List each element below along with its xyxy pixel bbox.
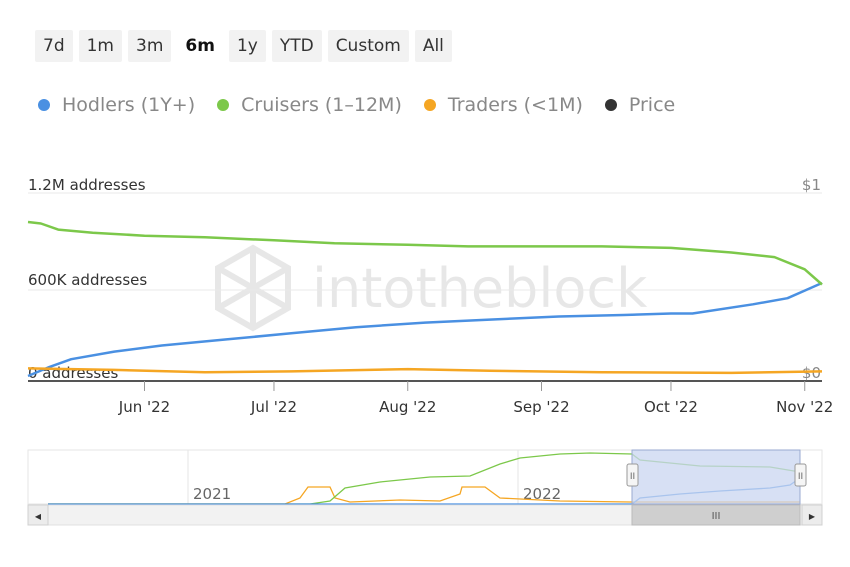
y-right-tick-label-top: $1 <box>802 176 821 194</box>
navigator-handle-right-glyph: II <box>798 472 803 482</box>
scrollbar: ◀ III ▶ <box>27 504 823 526</box>
y-right-tick-label-bottom: $0 <box>802 364 821 382</box>
legend-price[interactable]: Price <box>604 94 676 116</box>
watermark-logo-icon <box>215 244 291 332</box>
navigator-year-2021: 2021 <box>193 485 231 503</box>
y-tick-label-top: 1.2M addresses <box>28 176 146 194</box>
scroll-right-arrow-icon: ▶ <box>809 512 816 521</box>
legend-cruisers-label: Cruisers (1–12M) <box>241 94 402 116</box>
navigator-handle-left[interactable]: II <box>626 463 639 487</box>
legend-hodlers-label: Hodlers (1Y+) <box>62 94 196 116</box>
range-selector: 7d 1m 3m 6m 1y YTD Custom All <box>35 30 452 62</box>
legend-cruisers[interactable]: Cruisers (1–12M) <box>217 94 402 116</box>
navigator-handle-right[interactable]: II <box>794 463 807 487</box>
scrollbar-thumb[interactable] <box>631 504 801 526</box>
x-tick-label: Sep '22 <box>513 398 569 416</box>
range-ytd-button[interactable]: YTD <box>271 30 322 62</box>
navigator-year-2022: 2022 <box>523 485 561 503</box>
y-tick-label-bottom: 0 addresses <box>28 364 118 382</box>
watermark-text: intotheblock <box>312 257 648 320</box>
legend-hodlers-dot <box>38 99 50 111</box>
range-3m-button[interactable]: 3m <box>128 30 172 62</box>
legend-cruisers-dot <box>217 99 230 111</box>
y-tick-label-mid: 600K addresses <box>28 271 147 289</box>
navigator-handle-left-glyph: II <box>630 472 635 482</box>
x-tick-label: Nov '22 <box>776 398 833 416</box>
legend-price-label: Price <box>628 94 676 116</box>
legend-traders-dot <box>423 99 436 111</box>
scrollbar-thumb-grip: III <box>712 511 721 522</box>
range-7d-button[interactable]: 7d <box>35 30 73 62</box>
x-tick-label: Aug '22 <box>379 398 436 416</box>
navigator-selected-range[interactable] <box>631 449 801 505</box>
grid <box>28 192 822 382</box>
legend-price-dot <box>604 99 617 111</box>
series-line-cruisers[interactable] <box>27 220 823 286</box>
series-layer <box>27 220 823 378</box>
range-1y-button[interactable]: 1y <box>228 30 266 62</box>
series-line-traders[interactable] <box>27 367 823 375</box>
legend-traders-label: Traders (<1M) <box>447 94 583 116</box>
x-tick-label: Jun '22 <box>118 398 170 416</box>
x-axis-ticks: Jun '22 Jul '22 Aug '22 Sep '22 Oct '22 Nov '… <box>118 381 833 416</box>
scroll-left-button[interactable]: ◀ <box>27 504 49 526</box>
range-1m-button[interactable]: 1m <box>78 30 122 62</box>
watermark: intotheblock <box>215 244 648 332</box>
legend-hodlers[interactable]: Hodlers (1Y+) <box>38 94 195 116</box>
range-custom-button[interactable]: Custom <box>327 30 409 62</box>
series-line-hodlers[interactable] <box>27 281 823 378</box>
x-tick-label: Oct '22 <box>644 398 698 416</box>
range-all-button[interactable]: All <box>414 30 452 62</box>
navigator: 2021 2022 II II <box>27 449 823 505</box>
legend-traders[interactable]: Traders (<1M) <box>423 94 583 116</box>
scroll-left-arrow-icon: ◀ <box>35 512 42 521</box>
x-tick-label: Jul '22 <box>250 398 297 416</box>
range-6m-button[interactable]: 6m <box>177 30 223 62</box>
navigator-line-traders <box>48 486 800 505</box>
chart-legend: Hodlers (1Y+) Cruisers (1–12M) Traders (… <box>38 94 675 116</box>
scroll-right-button[interactable]: ▶ <box>801 504 823 526</box>
